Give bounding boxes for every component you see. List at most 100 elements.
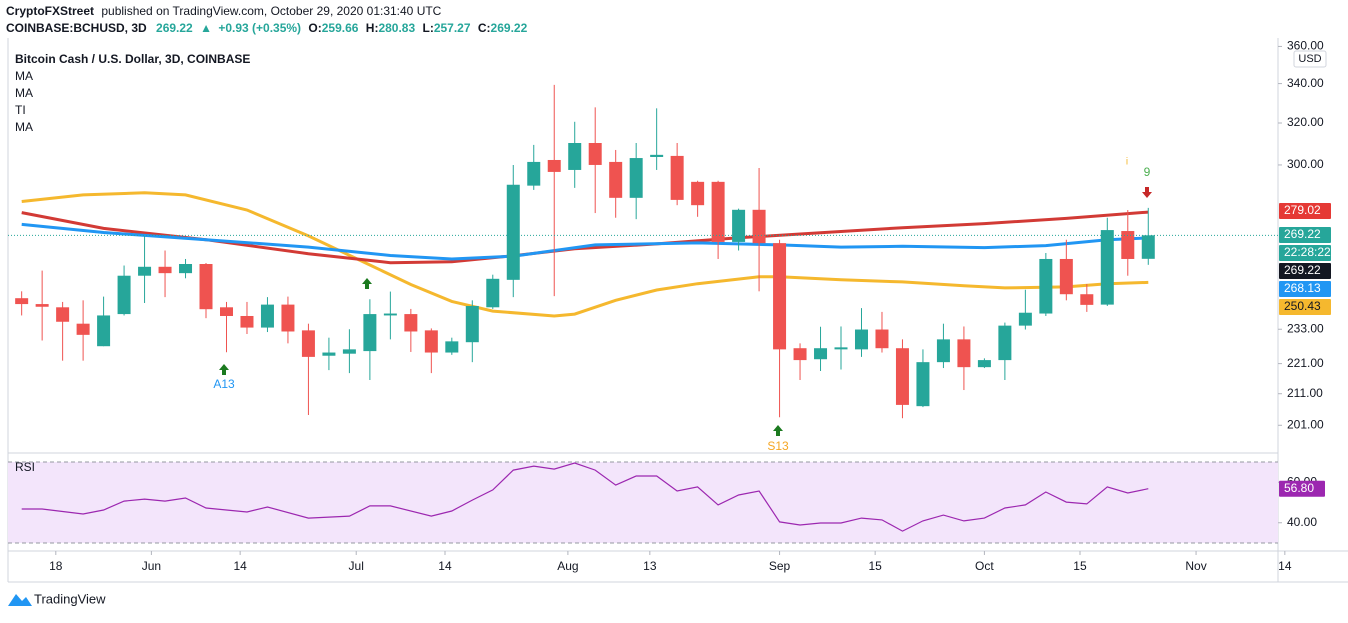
price-tag [1279,281,1331,297]
annotation: S13 [767,439,789,453]
candle-body [219,307,233,316]
candle-body [629,158,643,198]
y-tick-label: 233.00 [1287,321,1324,335]
legend-entry: TI [15,103,26,117]
price-tag-label: 22:28:22 [1284,245,1331,259]
price-tag-label: 268.13 [1284,281,1321,295]
candle-body [158,266,172,274]
x-tick-label: 14 [438,559,452,573]
candle-body [445,341,459,353]
ohlc-key: C: [478,21,491,35]
candle-body [793,348,807,361]
candle-body [977,360,991,368]
candle-body [711,181,725,242]
candle-body [465,305,479,343]
candle-body [76,323,90,335]
price-tag-label: 269.22 [1284,227,1321,241]
candle-body [363,314,377,352]
rsi-band [8,462,1278,543]
price-tag [1279,227,1331,243]
annotation: A13 [213,377,235,391]
candle-body [56,307,70,322]
candle-body [1141,235,1155,259]
candle-body [998,325,1012,361]
price-tag [1279,299,1331,315]
x-tick-label: Aug [557,559,578,573]
ohlc-key: H: [366,21,379,35]
last: 269.22 [156,21,193,35]
candle-body [240,315,254,328]
y-tick-label: 221.00 [1287,356,1324,370]
candle-body [342,349,356,354]
candle-body [383,313,397,316]
y-tick-label: 360.00 [1287,39,1324,53]
candle-body [322,352,336,356]
ohlc-value: 280.83 [378,21,415,35]
y-tick-label: 40.00 [1287,515,1317,529]
x-tick-label: 18 [49,559,63,573]
moving-average [21,222,1149,261]
candle-body [1018,312,1032,326]
x-tick-label: 14 [233,559,247,573]
candle-body [834,347,848,350]
candle-body [773,243,787,350]
candle-body [609,161,623,198]
candle-body [895,348,909,405]
annotation: 9 [1144,165,1151,179]
legend-title: Bitcoin Cash / U.S. Dollar, 3D, COINBASE [15,52,250,66]
price-tag-label: 269.22 [1284,263,1321,277]
x-tick-label: Jun [142,559,161,573]
candle-body [875,329,889,349]
symbol: COINBASE:BCHUSD, 3D [6,21,147,35]
legend-entry: MA [15,69,33,83]
x-tick-label: Oct [975,559,994,573]
x-tick-label: Sep [769,559,791,573]
author: CryptoFXStreet [6,4,94,18]
candle-body [752,209,766,244]
candle-body [527,161,541,186]
candle-body [691,181,705,206]
ohlc-key: L: [423,21,434,35]
buy-arrow [219,364,229,375]
candle-body [957,339,971,368]
x-tick-label: 15 [1073,559,1087,573]
candle-body [1100,230,1114,305]
candle-body [97,315,111,347]
price-tag [1279,263,1331,279]
rsi-line [21,462,1149,532]
candle-body [854,329,868,350]
candle-body [35,304,49,307]
candle-body [1059,258,1073,295]
x-tick-label: Nov [1185,559,1206,573]
candle-body [936,339,950,363]
rsi-tag [1279,480,1325,497]
annotation: i [1126,157,1128,168]
buy-arrow [773,425,783,436]
y-tick-label: 320.00 [1287,115,1324,129]
currency-box[interactable] [1293,50,1327,68]
candle-body [1039,258,1053,314]
logo [8,594,32,606]
candle-body [404,314,418,332]
candle-body [424,330,438,353]
candle-body [547,159,561,172]
price-tag [1279,203,1331,219]
candle-body [301,330,315,357]
candle-body [15,298,29,305]
candle-body [199,264,213,310]
x-tick-label: Jul [349,559,364,573]
change: +0.93 (+0.35%) [218,21,301,35]
ohlc-value: 259.66 [322,21,359,35]
candle-body [138,266,152,276]
candle-body [650,154,664,157]
x-tick-label: 13 [643,559,657,573]
y-tick-label: 300.00 [1287,157,1324,171]
candle-body [260,304,274,328]
x-tick-label: 15 [868,559,882,573]
candle-body [506,184,520,280]
price-tag [1279,245,1331,261]
currency: USD [1298,53,1321,65]
candle-body [281,304,295,332]
